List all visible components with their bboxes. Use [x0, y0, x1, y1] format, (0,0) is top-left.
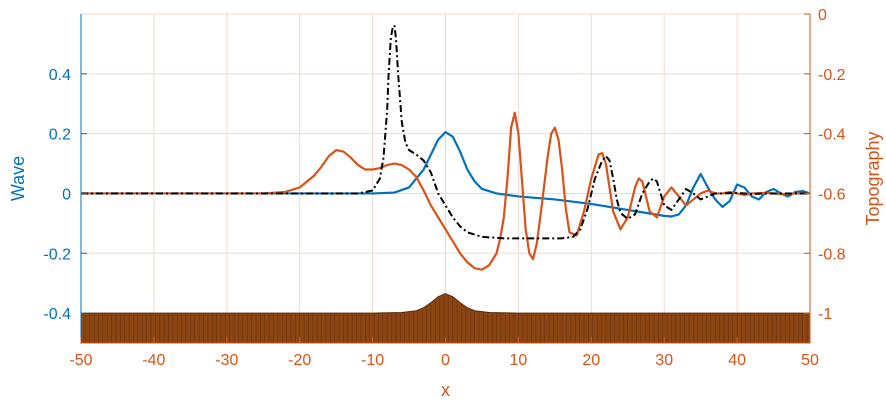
x-tick-label: -30: [215, 352, 238, 369]
x-tick-label: 20: [582, 352, 600, 369]
right-tick-label: -1: [818, 306, 832, 323]
right-tick-label: 0: [818, 7, 827, 24]
right-tick-label: -0.8: [818, 246, 846, 263]
axes: -50 -40 -30 -20 -10 0 10 20 30 40 50-0.4-0.200.20.…: [43, 7, 845, 369]
x-axis-title: x: [441, 380, 450, 400]
orange-series-line: [81, 111, 810, 271]
right-tick-label: -0.2: [818, 67, 846, 84]
x-tick-label: 10: [510, 352, 528, 369]
x-tick-label: 0: [441, 352, 450, 369]
dashdot-series-line: [81, 24, 810, 240]
right-tick-label: -0.4: [818, 127, 846, 144]
left-tick-label: 0.4: [49, 67, 71, 84]
left-tick-label: -0.2: [43, 246, 71, 263]
right-axis-title: Topography: [863, 131, 883, 225]
right-tick-label: -0.6: [818, 186, 846, 203]
left-tick-label: 0: [62, 186, 71, 203]
x-tick-label: -10: [361, 352, 384, 369]
x-tick-label: 40: [728, 352, 746, 369]
x-tick-label: -50: [69, 352, 92, 369]
left-tick-label: -0.4: [43, 306, 71, 323]
left-axis-title: Wave: [8, 156, 28, 201]
x-tick-label: 30: [655, 352, 673, 369]
series-layer: [80, 24, 811, 344]
wave-series-line: [81, 131, 811, 218]
x-tick-label: 50: [801, 352, 819, 369]
left-tick-label: 0.2: [49, 127, 71, 144]
x-tick-label: -20: [288, 352, 311, 369]
x-tick-label: -40: [142, 352, 165, 369]
